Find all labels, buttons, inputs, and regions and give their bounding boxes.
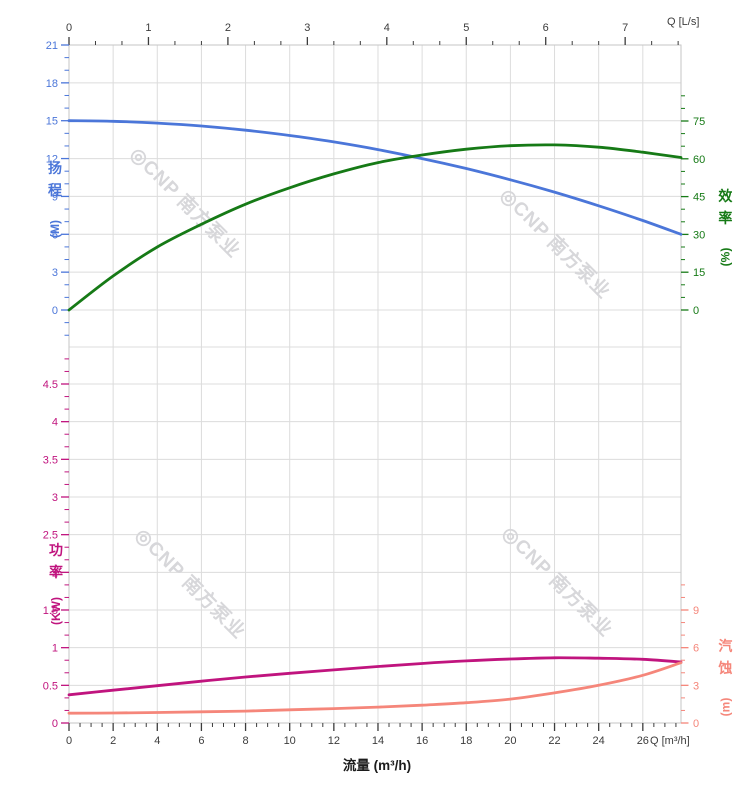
- grid-lines: [68, 44, 681, 724]
- svg-text:4.5: 4.5: [43, 379, 58, 391]
- head-curve: [67, 119, 683, 236]
- svg-text:0: 0: [66, 735, 72, 747]
- head-axis-title-text: 扬程: [48, 160, 62, 198]
- svg-text:10: 10: [284, 735, 296, 747]
- svg-text:3: 3: [693, 680, 699, 692]
- svg-text:3.5: 3.5: [43, 454, 58, 466]
- top-axis-unit-label: Q [L/s]: [667, 16, 700, 28]
- svg-text:20: 20: [504, 735, 516, 747]
- svg-text:1: 1: [52, 643, 58, 655]
- svg-text:5: 5: [463, 22, 469, 34]
- efficiency-axis-unit: (%): [718, 248, 733, 267]
- head-axis-title: 扬程 (M): [46, 158, 64, 251]
- svg-text:0: 0: [52, 305, 58, 317]
- svg-text:3: 3: [52, 492, 58, 504]
- svg-text:9: 9: [52, 191, 58, 203]
- svg-text:8: 8: [242, 735, 248, 747]
- efficiency-axis-title: 效率 (%): [716, 186, 735, 279]
- svg-text:24: 24: [593, 735, 605, 747]
- efficiency-axis: 0 15 30 45 60 75: [681, 95, 705, 317]
- svg-text:3: 3: [304, 22, 310, 34]
- svg-text:0.5: 0.5: [43, 680, 58, 692]
- svg-text:22: 22: [548, 735, 560, 747]
- svg-text:26: 26: [637, 735, 649, 747]
- npsh-axis: 0 3 6 9: [681, 584, 699, 730]
- npsh-axis-unit: (m): [718, 698, 733, 717]
- watermark-text: ◎CNP 南方泵业: [496, 183, 616, 303]
- top-axis: 0 1 2 3 4 5 6 7: [66, 22, 679, 45]
- bottom-axis-unit-label: Q [m³/h]: [650, 735, 690, 747]
- npsh-curve: [67, 661, 683, 715]
- watermark-text: ◎CNP 南方泵业: [126, 142, 246, 262]
- efficiency-axis-title-text: 效率: [718, 188, 733, 226]
- svg-text:0: 0: [52, 718, 58, 730]
- svg-text:2: 2: [52, 567, 58, 579]
- npsh-axis-title: 汽蚀 (m): [716, 636, 735, 729]
- svg-text:15: 15: [693, 267, 705, 279]
- efficiency-curve: [67, 143, 683, 312]
- svg-text:1: 1: [145, 22, 151, 34]
- curves: [67, 119, 683, 715]
- power-axis-title-text: 功率: [48, 542, 63, 580]
- svg-text:18: 18: [460, 735, 472, 747]
- svg-text:6: 6: [198, 735, 204, 747]
- svg-text:16: 16: [416, 735, 428, 747]
- power-axis-title: 功率 (KW): [42, 540, 70, 633]
- npsh-axis-title-text: 汽蚀: [718, 638, 733, 676]
- svg-text:21: 21: [46, 40, 58, 52]
- svg-text:18: 18: [46, 78, 58, 90]
- bottom-axis: 0 2 4 6 8 10 12 14 16 18 20 22 24 26: [66, 723, 677, 747]
- svg-text:45: 45: [693, 192, 705, 204]
- svg-text:2: 2: [225, 22, 231, 34]
- watermark-text: ◎CNP 南方泵业: [131, 523, 251, 643]
- svg-text:0: 0: [693, 718, 699, 730]
- watermarks: ◎CNP 南方泵业 ◎CNP 南方泵业 ◎CNP 南方泵业 ◎CNP 南方泵业: [126, 142, 618, 643]
- svg-text:1.5: 1.5: [43, 605, 58, 617]
- svg-text:12: 12: [328, 735, 340, 747]
- svg-text:75: 75: [693, 116, 705, 128]
- svg-text:0: 0: [693, 305, 699, 317]
- svg-text:4: 4: [384, 22, 390, 34]
- power-curve: [67, 656, 683, 697]
- svg-text:2: 2: [110, 735, 116, 747]
- svg-text:60: 60: [693, 154, 705, 166]
- svg-text:6: 6: [543, 22, 549, 34]
- svg-text:4: 4: [52, 417, 58, 429]
- svg-text:15: 15: [46, 116, 58, 128]
- svg-text:12: 12: [46, 154, 58, 166]
- watermark-text: ◎CNP 南方泵业: [498, 521, 618, 641]
- svg-text:6: 6: [52, 229, 58, 241]
- head-axis-unit: (M): [48, 220, 62, 239]
- svg-text:4: 4: [154, 735, 160, 747]
- flow-axis-title: 流量 (m³/h): [342, 758, 412, 773]
- svg-text:7: 7: [622, 22, 628, 34]
- svg-text:9: 9: [693, 605, 699, 617]
- svg-text:2.5: 2.5: [43, 530, 58, 542]
- svg-text:0: 0: [66, 22, 72, 34]
- power-axis-unit: (KW): [48, 597, 63, 626]
- svg-text:30: 30: [693, 229, 705, 241]
- svg-text:14: 14: [372, 735, 384, 747]
- svg-text:6: 6: [693, 643, 699, 655]
- power-axis: 0 0.5 1 1.5 2 2.5 3 3.5 4 4.5: [43, 358, 69, 730]
- svg-text:3: 3: [52, 267, 58, 279]
